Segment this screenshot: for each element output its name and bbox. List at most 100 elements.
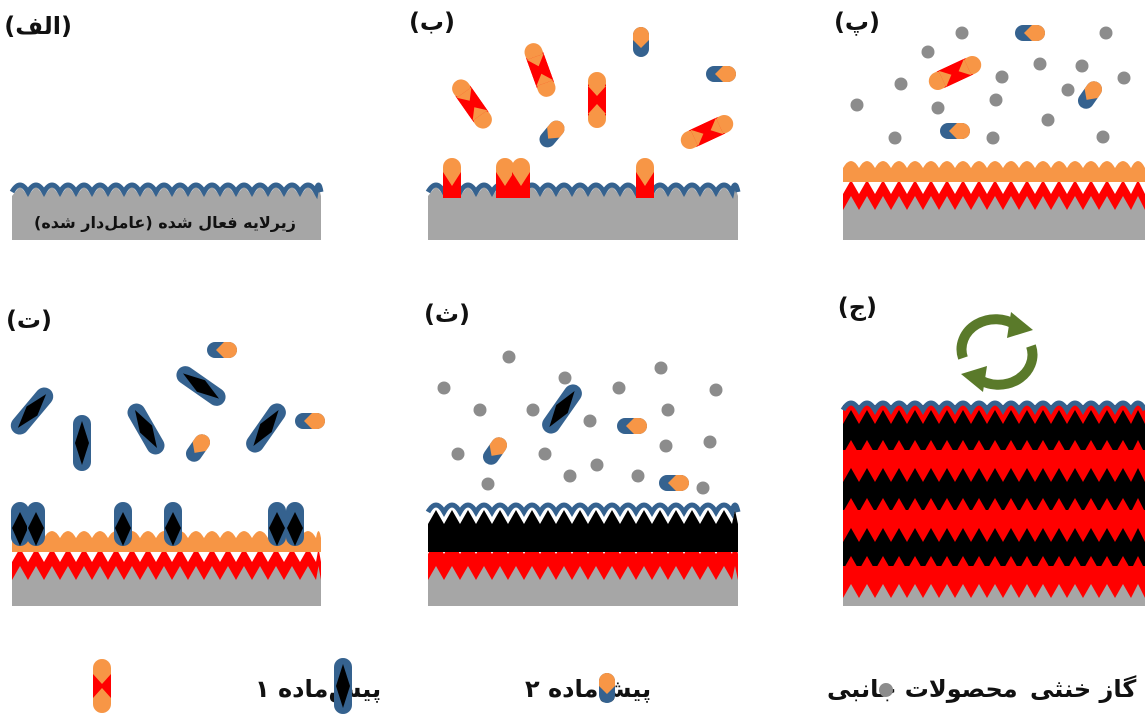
precursor2-molecule — [7, 383, 57, 439]
substrate-label: زیرلایه فعال شده (عامل‌دار شده) — [34, 213, 296, 232]
adsorbed-precursor2-body — [269, 512, 285, 546]
byproduct-molecule — [706, 66, 736, 82]
substrate — [428, 196, 738, 240]
inert-gas-particle — [1033, 57, 1047, 71]
inert-gas-particle — [631, 469, 645, 483]
inert-gas-particle — [659, 439, 673, 453]
inert-gas-particle — [526, 403, 540, 417]
precursor1-molecule — [448, 75, 496, 133]
substrate-top — [12, 186, 321, 200]
legend-byproducts-label: محصولات جانبی — [827, 675, 1018, 703]
inert-gas-particle — [989, 93, 1003, 107]
inert-gas-particle — [894, 77, 908, 91]
inert-gas-particle — [1099, 26, 1113, 40]
inert-gas-particle — [558, 371, 572, 385]
panel-label-pe: (پ) — [834, 8, 880, 36]
byproduct-molecule — [536, 117, 568, 151]
substrate — [12, 196, 321, 240]
precursor1-molecule — [925, 53, 985, 93]
film-layer — [843, 468, 1145, 510]
byproduct-molecule — [295, 413, 325, 429]
precursor1-molecule — [588, 72, 606, 128]
precursor1-molecule — [521, 40, 559, 100]
precursor2-molecule — [538, 380, 586, 438]
film-layer — [843, 498, 1145, 540]
inert-gas-particle — [1061, 83, 1075, 97]
precursor1-layer-tips — [843, 161, 1145, 182]
adsorbed-precursor1-body — [496, 172, 514, 198]
panel-jim — [840, 400, 1145, 606]
adsorbed-precursor2-body — [115, 512, 131, 546]
inert-gas-particle — [986, 131, 1000, 145]
panel-alef — [9, 182, 324, 240]
inert-gas-particle — [1041, 113, 1055, 127]
legend-precursor1-label: پیش‌ماده ۱ — [255, 675, 381, 703]
panel-te — [7, 342, 325, 606]
precursor2-surface — [425, 502, 741, 519]
inert-gas-particle — [502, 350, 516, 364]
precursor1-molecule — [677, 112, 737, 152]
inert-gas-particle — [538, 447, 552, 461]
byproduct-molecule — [617, 418, 647, 434]
film-layer — [843, 528, 1145, 566]
legend-precursor2-icon — [334, 658, 352, 714]
panel-label-jim: (ج) — [838, 293, 877, 321]
inert-gas-particle — [850, 98, 864, 112]
adsorbed-precursor2-body — [28, 512, 44, 546]
byproduct-molecule — [1074, 78, 1106, 112]
byproduct-molecule — [633, 27, 649, 57]
byproduct-molecule — [207, 342, 237, 358]
adsorbed-precursor1-body — [443, 172, 461, 198]
legend-byproducts-icon — [599, 673, 615, 703]
inert-gas-particle — [696, 481, 710, 495]
inert-gas-particle — [703, 435, 717, 449]
substrate-teeth — [12, 566, 321, 606]
inert-gas-particle — [921, 45, 935, 59]
functional-groups — [425, 182, 741, 199]
substrate-teeth — [428, 566, 738, 606]
inert-gas-particle — [451, 447, 465, 461]
precursor2-molecule — [73, 415, 91, 471]
adsorbed-precursor2-body — [12, 512, 28, 546]
adsorbed-precursor1-body — [512, 172, 530, 198]
byproduct-molecule — [659, 475, 689, 491]
panel-be — [425, 27, 741, 240]
film-layer — [843, 556, 1145, 596]
inert-gas-particle — [931, 101, 945, 115]
byproduct-molecule — [182, 431, 214, 465]
legend-inert-gas-label: گاز خنثی — [1030, 675, 1136, 703]
inert-gas-particle — [473, 403, 487, 417]
functional-groups — [9, 182, 324, 200]
inert-gas-particle — [590, 458, 604, 472]
byproduct-molecule — [1015, 25, 1045, 41]
byproduct-molecule — [479, 434, 511, 468]
precursor2-molecule — [242, 399, 290, 457]
byproduct-molecule — [940, 123, 970, 139]
inert-gas-particle — [654, 361, 668, 375]
adsorbed-precursor2-body — [165, 512, 181, 546]
panel-pe — [843, 25, 1145, 240]
film-layer — [843, 410, 1145, 450]
inert-gas-particle — [583, 414, 597, 428]
legend-inert-gas-icon — [879, 683, 893, 697]
precursor2-layer — [428, 510, 738, 552]
inert-gas-particle — [1075, 59, 1089, 73]
adsorbed-precursor2-body — [287, 512, 303, 546]
panel-label-alef: (الف) — [4, 12, 72, 40]
inert-gas-particle — [1117, 71, 1131, 85]
film-surface — [840, 400, 1145, 416]
inert-gas-particle — [612, 381, 626, 395]
panel-label-se: (ث) — [424, 300, 470, 328]
inert-gas-particle — [888, 131, 902, 145]
substrate-teeth — [843, 196, 1145, 240]
precursor2-molecule — [124, 400, 168, 458]
inert-gas-particle — [661, 403, 675, 417]
inert-gas-particle — [995, 70, 1009, 84]
legend-precursor1-icon — [93, 659, 111, 713]
adsorbed-precursor1-body — [636, 172, 654, 198]
inert-gas-particle — [481, 477, 495, 491]
inert-gas-particle — [955, 26, 969, 40]
cycle-arrows-icon — [956, 312, 1038, 392]
panel-label-be: (ب) — [409, 8, 455, 36]
